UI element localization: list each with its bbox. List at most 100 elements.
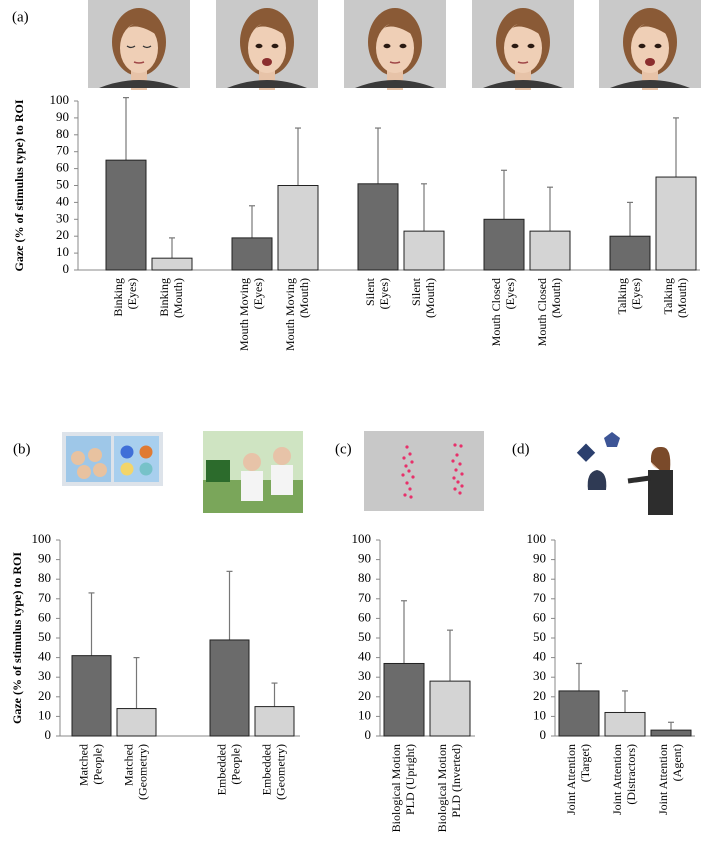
y-tick-label: 60 [358,609,371,624]
y-tick-label: 60 [38,609,51,624]
face [504,23,542,73]
light-point [456,480,460,484]
y-axis-label: Gaze (% of stimulus type) to ROI [12,99,26,271]
x-tick-label: Talking [615,278,629,315]
light-point [458,462,462,466]
fringe [501,21,545,40]
bar [231,237,273,271]
y-tick-label: 20 [56,227,69,242]
person-body [271,465,293,495]
bar [116,708,157,737]
x-tick-label: (Geometry) [273,744,287,800]
x-tick-label: (Agent) [670,744,684,781]
pentagon-object [604,432,620,447]
y-tick-label: 100 [50,92,70,107]
eye [126,45,136,49]
x-tick-label: PLD (Upright) [403,744,417,815]
shoulders [227,80,307,88]
bar [403,230,445,271]
y-tick-label: 100 [352,531,372,546]
light-point [460,484,464,488]
y-tick-label: 10 [533,707,546,722]
eye [142,45,152,49]
light-point [405,445,409,449]
mouth [133,61,145,64]
y-tick-label: 50 [38,629,51,644]
person-head [273,447,291,465]
mouth [517,61,529,64]
light-point [403,493,407,497]
x-tick-label: Talking [661,278,675,315]
y-tick-label: 40 [533,649,546,664]
y-tick-label: 90 [533,551,546,566]
eye [638,43,646,49]
geometry-inset [206,460,230,482]
light-point [460,472,464,476]
x-tick-label: (Eyes) [251,278,265,309]
x-tick-label: (People) [228,744,242,785]
x-tick-label: Matched [121,744,135,786]
x-tick-label: (Target) [578,744,592,782]
x-tick-label: Binking [111,278,125,317]
y-tick-label: 70 [38,590,51,605]
shape [120,462,134,476]
bar [650,729,692,737]
x-tick-label: (Geometry) [135,744,149,800]
bar [529,230,571,271]
x-tick-label: Biological Motion [435,744,449,832]
x-tick-label: Embedded [214,744,228,795]
x-tick-label: (Mouth) [423,278,437,318]
y-tick-label: 30 [358,668,371,683]
y-tick-label: 10 [358,707,371,722]
x-tick-label: Joint Attention [610,744,624,815]
light-point [459,444,463,448]
bell-object [587,470,607,490]
bar [558,690,600,737]
y-tick-label: 50 [358,629,371,644]
light-point [409,495,413,499]
y-tick-label: 50 [56,176,69,191]
eye [255,43,263,49]
agent-body [648,470,673,515]
shape [139,445,153,459]
light-point [401,473,405,477]
stimulus-images [62,0,701,515]
y-tick-label: 20 [358,688,371,703]
bar [71,655,112,737]
y-tick-label: 0 [45,727,52,742]
y-tick-label: 70 [56,143,69,158]
y-tick-label: 10 [38,707,51,722]
x-tick-label: Mouth Moving [237,278,251,351]
panel-label: (b) [13,441,31,457]
light-point [411,475,415,479]
light-point [405,481,409,485]
bar [483,218,525,271]
y-tick-label: 90 [358,551,371,566]
bar [105,159,147,271]
shoulders [355,80,435,88]
bar [604,711,646,737]
x-tick-label: (Eyes) [629,278,643,309]
bar [209,639,250,737]
diamond-object [576,443,596,462]
y-tick-label: 30 [38,668,51,683]
light-point [453,443,457,447]
x-tick-label: Embedded [259,744,273,795]
eye [511,43,519,49]
y-tick-label: 60 [533,609,546,624]
light-point [454,468,458,472]
eye [383,43,391,49]
x-tick-label: Mouth Moving [283,278,297,351]
x-tick-label: Binking [157,278,171,317]
y-tick-label: 80 [358,570,371,585]
y-tick-label: 0 [63,261,70,276]
light-point [402,456,406,460]
y-tick-label: 90 [38,551,51,566]
y-tick-label: 40 [358,649,371,664]
person [71,451,85,465]
light-point [453,487,457,491]
light-point [408,487,412,491]
x-tick-label: Silent [409,277,423,306]
y-tick-label: 100 [527,531,547,546]
